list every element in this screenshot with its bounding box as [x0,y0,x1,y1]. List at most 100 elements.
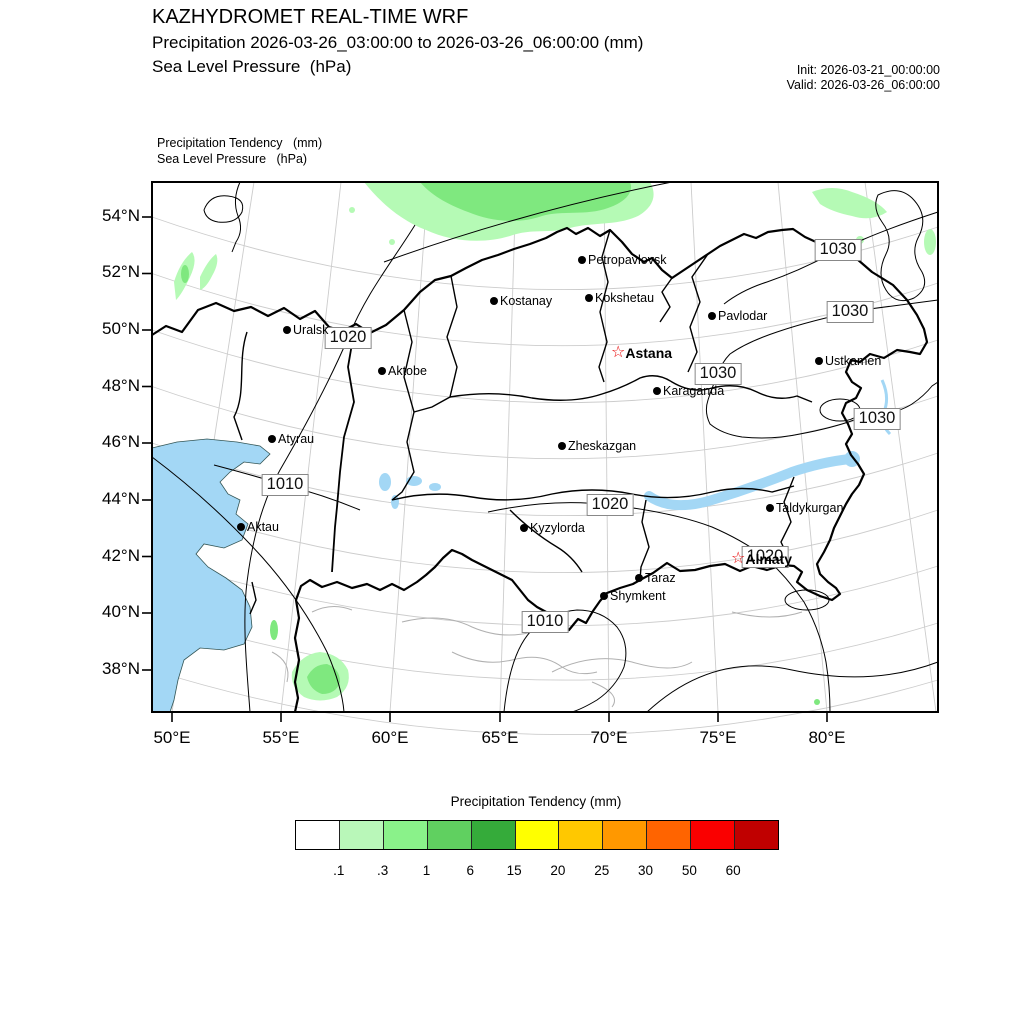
contour-river-nw [231,181,242,253]
precip-patch-northeast [812,188,887,219]
contour-through-caspian [151,456,345,713]
city-dot-icon [653,387,661,395]
subtitle-precipitation: Precipitation 2026-03-26_03:00:00 to 202… [152,33,644,52]
colorbar-tick-label: 6 [466,863,475,878]
pressure-contour-label: 1030 [694,363,742,385]
pressure-contour-label: 1020 [586,494,634,516]
page-title: KAZHYDROMET REAL-TIME WRF [152,6,469,28]
lon-tick-label: 75°E [699,728,737,747]
pressure-contours [151,181,939,713]
contour-1020-west [244,224,416,713]
city-label: Kokshetau [595,291,655,305]
colorbar-tick-label: .1 [333,863,345,878]
city-marker-taldykurgan: Taldykurgan [766,501,843,515]
city-dot-icon [708,312,716,320]
pressure-contour-label: 1020 [324,327,372,349]
city-dot-icon [585,294,593,302]
city-label: Shymkent [610,589,666,603]
lat-tick-label: 38°N [102,659,140,678]
city-dot-icon [635,574,643,582]
colorbar-tick-label: .3 [376,863,389,878]
city-marker-atyrau: Atyrau [268,432,314,446]
precip-streak-caspian-2 [270,620,278,640]
city-dot-icon [490,297,498,305]
subtitle-pressure: Sea Level Pressure (hPa) [152,57,352,76]
legend-precip: Precipitation Tendency (mm) [157,136,323,150]
init-time: Init: 2026-03-21_00:00:00 [796,63,940,77]
colorbar-cell [471,821,516,849]
precip-patch-south-core [307,664,340,694]
contour-loop-nw [203,195,244,223]
colorbar-cell [735,821,778,849]
city-label: Pavlodar [718,309,768,323]
city-marker-petropavlovsk: Petropavlovsk [578,253,667,267]
city-label: Kyzylorda [530,521,585,535]
precip-dot-2 [349,207,355,213]
lon-tick-label: 55°E [262,728,300,747]
colorbar-cell [647,821,692,849]
contour-unlabeled-nw [383,181,673,263]
precip-dot-3 [389,239,395,245]
colorbar-cell [559,821,604,849]
colorbar-title: Precipitation Tendency (mm) [450,794,622,809]
capital-star-icon: ☆ [731,550,746,568]
precip-streak-west-2 [200,254,218,290]
lat-tick-label: 46°N [102,432,140,451]
contour-bottom-wavy [646,661,939,713]
city-marker-zheskazgan: Zheskazgan [558,439,636,453]
capital-star-icon: ☆ [611,344,626,362]
lon-tick-label: 60°E [371,728,409,747]
city-marker-taraz: Taraz [635,571,676,585]
contour-1010-south [503,609,627,713]
lat-tick-label: 50°N [102,319,140,338]
pressure-contour-label: 1030 [853,408,901,430]
precip-streak-west-core [181,265,189,283]
colorbar-cell [383,821,428,849]
lon-tick-label: 70°E [590,728,628,747]
map-canvas [142,181,939,736]
pressure-contour-label: 1030 [826,301,874,323]
lat-tick-label: 52°N [102,262,140,281]
lat-tick-label: 54°N [102,206,140,225]
legend-pressure: Sea Level Pressure (hPa) [157,152,308,166]
valid-time: Valid: 2026-03-26_06:00:00 [786,78,940,92]
city-marker-ustkamen: Ustkamen [815,354,881,368]
city-dot-icon [558,442,566,450]
small-lake-2 [429,483,441,491]
city-marker-kokshetau: Kokshetau [585,291,654,305]
city-dot-icon [378,367,386,375]
caspian-sea [151,438,271,713]
colorbar-cell [296,821,340,849]
capital-marker-astana: ☆ Astana [611,344,672,362]
city-dot-icon [268,435,276,443]
city-label: Atyrau [278,432,315,446]
city-dot-icon [237,523,245,531]
precip-strip-right-edge [924,229,936,255]
city-label: Kostanay [500,294,553,308]
city-marker-karaganda: Karaganda [653,384,724,398]
pressure-contour-label: 1030 [814,239,862,261]
lon-tick-label: 80°E [808,728,846,747]
pressure-contour-label: 1010 [261,474,309,496]
pressure-contour-label: 1020 [741,546,789,568]
oblast-borders [233,229,813,615]
city-dot-icon [766,504,774,512]
capital-marker-almaty: ☆ Almaty [731,550,792,568]
axis-ticks [142,216,828,722]
city-label: Uralsk [293,323,329,337]
city-label: Taraz [645,571,676,585]
colorbar-tick-label: 20 [550,863,566,878]
lat-tick-label: 44°N [102,489,140,508]
contour-topright-squiggle [875,190,926,302]
colorbar-tick-label: 15 [506,863,522,878]
city-label: Aktau [247,520,279,534]
gray-contours [271,606,803,708]
colorbar-cell [427,821,472,849]
city-marker-aktobe: Aktobe [378,364,427,378]
city-marker-kyzylorda: Kyzylorda [520,521,585,535]
lat-tick-label: 42°N [102,546,140,565]
city-label: Taldykurgan [776,501,844,515]
colorbar-tick-label: 1 [422,863,431,878]
graticule [151,181,939,736]
